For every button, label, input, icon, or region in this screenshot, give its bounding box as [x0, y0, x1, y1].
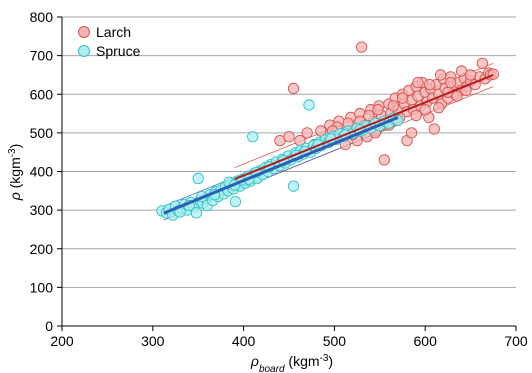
point-larch-95	[464, 69, 477, 81]
x-tick-label-200: 200	[50, 333, 74, 349]
point-larch-84	[451, 90, 463, 102]
x-tick-label-300: 300	[141, 333, 165, 349]
point-larch-93	[444, 77, 457, 89]
x-tick-label-400: 400	[232, 333, 256, 349]
point-spruce-27	[229, 195, 242, 208]
point-spruce-12	[192, 172, 204, 185]
point-spruce-11	[190, 207, 203, 219]
y-tick-label-100: 100	[30, 279, 54, 295]
point-larch-2	[287, 82, 300, 95]
x-tick-labels: 200 300 400 500 600 700	[50, 333, 528, 349]
point-larch-6	[315, 125, 327, 137]
y-tick-label-200: 200	[30, 241, 54, 257]
point-larch-25	[378, 154, 390, 166]
y-tick-label-400: 400	[30, 164, 54, 180]
point-larch-92	[434, 69, 447, 81]
point-larch-80	[419, 104, 431, 116]
axes	[57, 16, 517, 331]
point-larch-82	[433, 102, 445, 114]
point-larch-71	[405, 127, 418, 139]
fit-lines	[163, 74, 494, 215]
y-tick-label-700: 700	[30, 48, 54, 64]
legend: Larch Spruce	[78, 24, 141, 59]
point-larch-73	[387, 100, 400, 112]
point-larch-48	[428, 123, 440, 135]
x-axis-title: ρboard (kgm-3)	[250, 353, 333, 373]
point-spruce-34	[247, 131, 259, 143]
point-larch-75	[363, 109, 375, 122]
legend-label-spruce: Spruce	[96, 43, 141, 59]
point-larch-74	[372, 104, 384, 116]
point-larch-72	[396, 92, 409, 104]
y-tick-label-600: 600	[30, 86, 54, 102]
fit-line-spruce	[163, 116, 399, 215]
point-spruce-55	[303, 99, 315, 111]
point-larch-65	[476, 57, 489, 69]
point-larch-81	[410, 109, 422, 122]
point-larch-69	[487, 68, 499, 80]
point-larch-17	[355, 41, 368, 53]
y-tick-label-300: 300	[30, 202, 54, 218]
legend-marker-larch	[78, 26, 90, 38]
legend-label-larch: Larch	[96, 24, 131, 40]
y-tick-label-0: 0	[45, 318, 53, 334]
fit-line-larch	[234, 74, 494, 181]
x-tick-label-500: 500	[323, 333, 347, 349]
point-larch-4	[301, 127, 313, 139]
y-axis-title: ρ (kgm-3)	[7, 144, 24, 202]
x-tick-label-700: 700	[504, 333, 528, 349]
point-larch-1	[283, 131, 295, 143]
point-larch-90	[412, 77, 424, 89]
y-tick-label-800: 800	[30, 9, 54, 25]
point-larch-91	[424, 78, 436, 91]
point-spruce-49	[287, 180, 300, 192]
y-tick-label-500: 500	[30, 125, 54, 141]
x-tick-label-600: 600	[414, 333, 438, 349]
y-tick-labels: 0 100 200 300 400 500 600 700 800	[30, 9, 54, 334]
legend-marker-spruce	[78, 45, 90, 57]
